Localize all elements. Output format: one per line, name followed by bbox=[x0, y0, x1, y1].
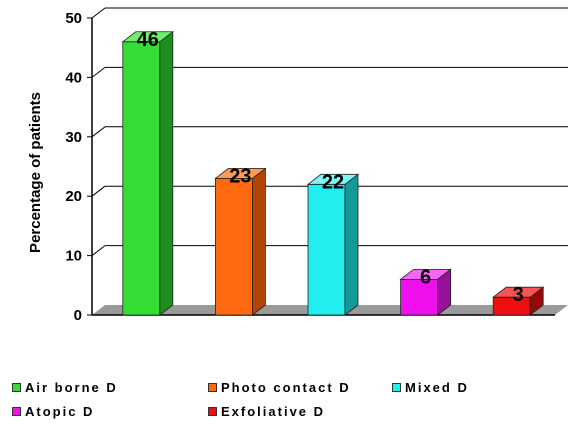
gridline-depth bbox=[91, 126, 106, 138]
legend-item-atopic: Atopic D bbox=[12, 404, 94, 419]
y-axis-label: Percentage of patients bbox=[27, 92, 44, 253]
bar-side bbox=[159, 30, 174, 316]
y-tick-label: 50 bbox=[65, 10, 82, 27]
bar-side bbox=[344, 173, 359, 316]
bar bbox=[214, 177, 253, 316]
bar-top bbox=[492, 286, 545, 298]
bar bbox=[307, 183, 346, 316]
bar bbox=[122, 41, 161, 316]
y-tick-label: 20 bbox=[65, 188, 82, 205]
legend-label-mixed: Mixed D bbox=[405, 380, 469, 395]
gridline-depth bbox=[91, 245, 106, 256]
bar-top bbox=[306, 173, 360, 185]
y-tick-label: 30 bbox=[65, 129, 82, 146]
bar-top bbox=[214, 167, 267, 179]
legend-swatch-photo-contact bbox=[208, 383, 217, 392]
y-tick-label: 0 bbox=[74, 307, 82, 324]
gridline-depth bbox=[91, 67, 106, 78]
legend-swatch-exfoliative bbox=[208, 407, 217, 416]
legend-label-exfoliative: Exfoliative D bbox=[221, 404, 326, 419]
bar-side bbox=[251, 167, 266, 316]
y-tick-label: 10 bbox=[65, 248, 82, 265]
legend-item-mixed: Mixed D bbox=[392, 380, 469, 395]
data-label: 46 bbox=[137, 29, 159, 51]
legend-item-photo-contact: Photo contact D bbox=[208, 380, 351, 395]
data-label: 22 bbox=[322, 171, 344, 193]
data-label: 3 bbox=[513, 284, 524, 306]
data-label: 23 bbox=[229, 165, 251, 187]
y-tick-label: 40 bbox=[65, 69, 82, 86]
gridline-depth bbox=[91, 7, 106, 19]
legend-label-photo-contact: Photo contact D bbox=[221, 380, 351, 395]
legend-swatch-mixed bbox=[392, 383, 401, 392]
legend-swatch-atopic bbox=[12, 407, 21, 416]
data-label: 6 bbox=[420, 266, 431, 288]
bar bbox=[400, 278, 439, 316]
gridline-depth bbox=[91, 185, 106, 197]
legend-item-air-borne: Air borne D bbox=[12, 380, 118, 395]
legend-label-air-borne: Air borne D bbox=[25, 380, 118, 395]
legend-label-atopic: Atopic D bbox=[25, 404, 95, 419]
legend-swatch-air-borne bbox=[12, 383, 21, 392]
bar-chart: 0 10 20 30 40 50 Percentage of patients 46 23 22 6… bbox=[27, 7, 568, 324]
legend-item-exfoliative: Exfoliative D bbox=[208, 404, 325, 419]
bar-top bbox=[399, 268, 452, 280]
bar-top bbox=[121, 31, 174, 43]
